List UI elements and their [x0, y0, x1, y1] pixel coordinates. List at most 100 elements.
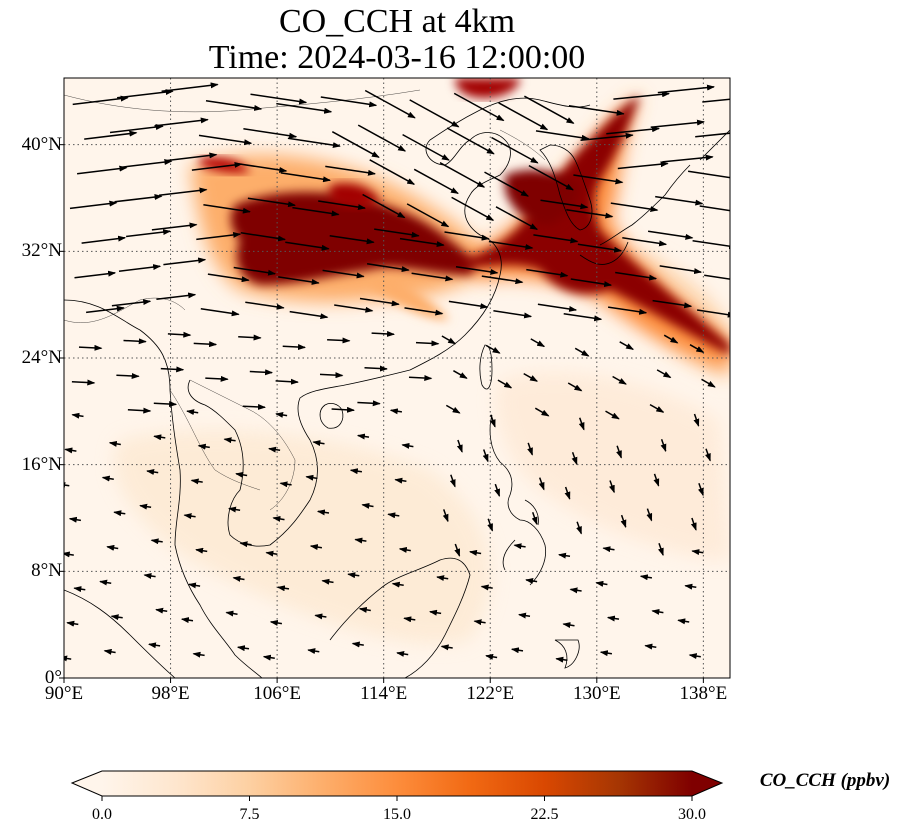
wind-arrow: [595, 580, 608, 587]
wind-arrow: [455, 265, 499, 275]
wind-arrow: [688, 653, 701, 660]
wind-arrow: [451, 196, 495, 221]
wind-arrow: [316, 509, 330, 516]
wind-arrow: [309, 544, 323, 551]
wind-arrow: [534, 407, 550, 417]
wind-arrow: [702, 98, 730, 103]
wind-arrow: [690, 517, 697, 531]
wind-arrow: [617, 161, 669, 170]
wind-arrow: [408, 375, 433, 382]
wind-arrow: [649, 403, 665, 413]
wind-arrow: [193, 341, 218, 348]
border-laos-vietnam: [189, 379, 296, 511]
wind-arrow: [573, 174, 624, 185]
wind-arrow: [488, 240, 534, 250]
wind-arrow: [278, 276, 320, 285]
wind-arrow: [205, 375, 229, 382]
wind-arrow: [538, 477, 545, 491]
wind-arrow: [650, 119, 705, 128]
wind-arrow: [109, 124, 164, 134]
wind-arrow: [605, 410, 620, 420]
wind-arrow: [146, 469, 159, 475]
wind-arrow: [518, 612, 531, 619]
wind-arrow: [493, 310, 533, 319]
wind-arrow: [398, 547, 411, 553]
wind-arrow: [613, 91, 670, 100]
lat-tick-label: 24°N: [21, 347, 62, 368]
wind-arrow: [223, 437, 236, 444]
wind-arrow: [485, 653, 498, 660]
wind-arrow: [183, 513, 196, 520]
wind-arrow: [64, 655, 72, 662]
wind-arrow: [64, 551, 74, 558]
wind-arrow: [644, 643, 657, 650]
wind-arrow: [489, 414, 496, 428]
wind-arrow: [272, 515, 285, 522]
coastline-hainan: [319, 403, 344, 429]
wind-arrow: [143, 573, 156, 579]
wind-arrow: [190, 478, 203, 485]
wind-arrow: [77, 165, 128, 175]
wind-arrow: [331, 131, 380, 158]
wind-arrow: [167, 331, 192, 338]
wind-arrow: [527, 442, 534, 456]
wind-arrow: [577, 243, 623, 253]
wind-arrow: [653, 473, 660, 487]
wind-arrow: [481, 275, 524, 285]
wind-arrow: [197, 443, 210, 450]
wind-arrow: [153, 434, 166, 441]
wind-arrow: [692, 239, 730, 250]
wind-arrow: [154, 117, 209, 127]
wind-arrow: [357, 400, 381, 407]
wind-arrow: [697, 483, 704, 497]
wind-arrow: [188, 582, 201, 589]
wind-arrow: [305, 474, 318, 481]
wind-arrow: [482, 449, 489, 463]
wind-arrow: [64, 482, 70, 489]
colorbar-ticks: [101, 796, 693, 801]
colorbar-extend-min: [72, 771, 102, 796]
wind-arrow: [195, 547, 208, 554]
wind-arrow: [555, 656, 568, 663]
wind-arrow: [513, 543, 526, 550]
colorbar-tick-label: 22.5: [530, 806, 559, 823]
wind-arrow: [440, 644, 453, 651]
wind-arrow: [602, 546, 615, 553]
wind-arrow: [232, 575, 245, 582]
wind-arrow: [78, 344, 103, 351]
wind-arrow: [646, 508, 653, 522]
wind-arrow: [325, 165, 376, 176]
wind-arrow: [396, 650, 409, 657]
wind-arrow: [364, 89, 416, 119]
wind-arrow: [415, 340, 440, 347]
lat-tick-label: 8°N: [31, 560, 62, 582]
wind-arrow: [276, 585, 290, 592]
wind-arrow: [359, 297, 400, 307]
wind-arrow: [446, 127, 495, 155]
wind-arrow: [81, 235, 127, 244]
wind-arrow: [655, 195, 704, 206]
wind-arrow: [404, 307, 444, 316]
wind-arrow: [558, 552, 571, 559]
lon-tick-label: 130°E: [572, 683, 621, 704]
wind-arrow: [619, 341, 634, 351]
wind-arrow: [101, 475, 114, 482]
wind-arrow: [327, 337, 351, 344]
border-china-myanmar: [64, 297, 186, 323]
lat-tick-label: 16°N: [21, 453, 62, 475]
wind-arrow: [116, 372, 140, 379]
wind-arrow: [449, 474, 456, 488]
wind-arrow: [279, 481, 292, 488]
wind-arrow: [606, 615, 620, 622]
coastline-sulawesi: [554, 639, 580, 669]
wind-arrow: [307, 648, 320, 655]
wind-arrow: [677, 618, 690, 625]
wind-arrow: [320, 96, 378, 108]
wind-arrow: [704, 274, 730, 280]
wind-arrow: [269, 619, 283, 626]
axis-ticks: [59, 144, 704, 683]
wind-arrow: [401, 443, 414, 449]
wind-arrow: [510, 647, 524, 654]
wind-arrow: [312, 440, 325, 447]
wind-arrow: [448, 300, 489, 310]
